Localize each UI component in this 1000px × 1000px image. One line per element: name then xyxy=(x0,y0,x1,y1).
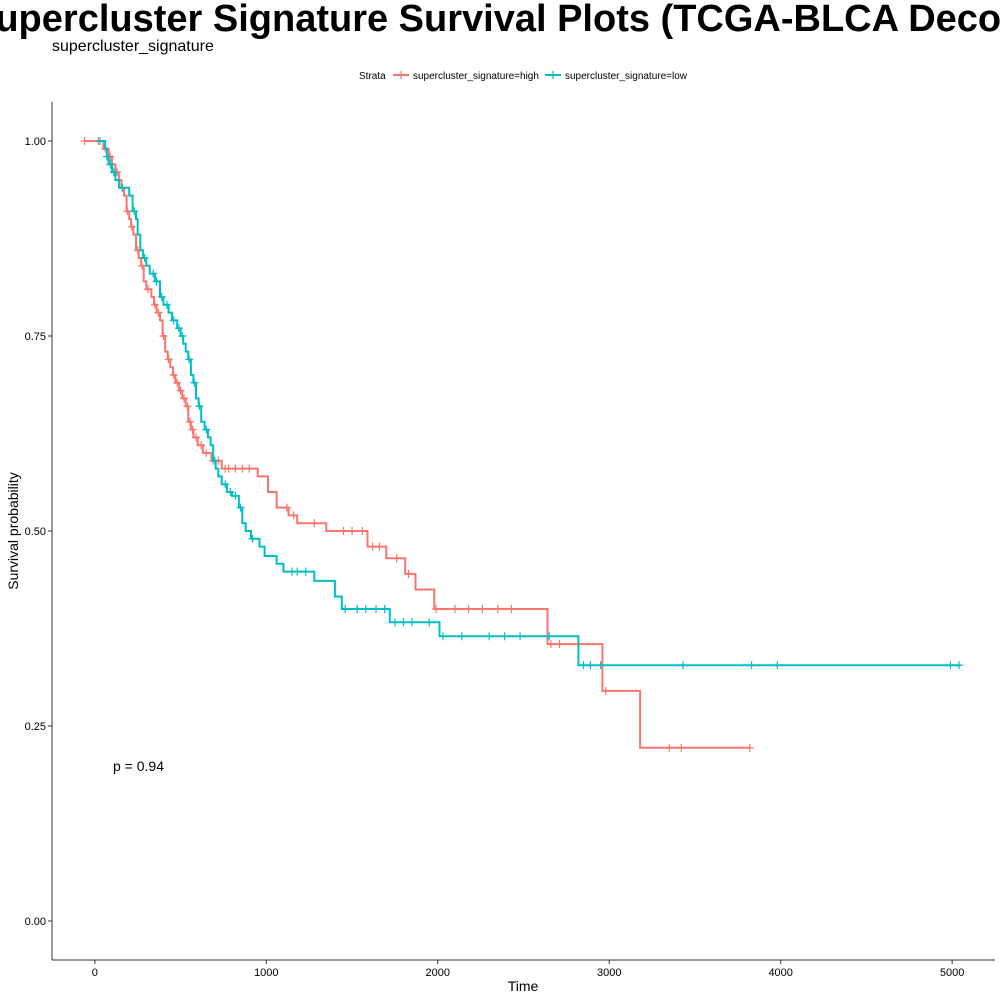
y-tick-label: 0.75 xyxy=(25,331,46,343)
y-tick-label: 0.50 xyxy=(25,526,46,538)
y-tick-label: 1.00 xyxy=(25,136,46,148)
x-tick-label: 2000 xyxy=(426,967,450,979)
x-tick-label: 0 xyxy=(92,967,98,979)
legend-label: supercluster_signature=high xyxy=(413,71,539,82)
series-low xyxy=(96,137,963,670)
y-tick-label: 0.25 xyxy=(25,721,46,733)
legend-label: supercluster_signature=low xyxy=(565,71,688,82)
p-value-annotation: p = 0.94 xyxy=(113,758,164,774)
series-layer xyxy=(80,137,963,752)
x-ticks: 0 1000 2000 3000 4000 5000 xyxy=(92,960,964,979)
x-axis-label: Time xyxy=(508,978,539,994)
legend: Strata supercluster_signature=high superc… xyxy=(359,71,688,82)
legend-items: supercluster_signature=high supercluster_… xyxy=(393,71,688,82)
y-axis-label: Survival probability xyxy=(5,472,21,590)
survival-curve xyxy=(100,140,961,667)
x-tick-label: 5000 xyxy=(940,967,964,979)
survival-curve xyxy=(84,140,750,749)
y-tick-label: 0.00 xyxy=(25,916,46,928)
y-ticks: 0.00 0.25 0.50 0.75 1.00 xyxy=(25,136,52,928)
x-tick-label: 1000 xyxy=(254,967,278,979)
chart-subtitle: supercluster_signature xyxy=(52,38,214,55)
chart-title: Supercluster Signature Survival Plots (T… xyxy=(0,0,1000,40)
series-high xyxy=(80,137,754,752)
x-tick-label: 3000 xyxy=(597,967,621,979)
x-tick-label: 4000 xyxy=(768,967,792,979)
legend-title: Strata xyxy=(359,71,386,82)
